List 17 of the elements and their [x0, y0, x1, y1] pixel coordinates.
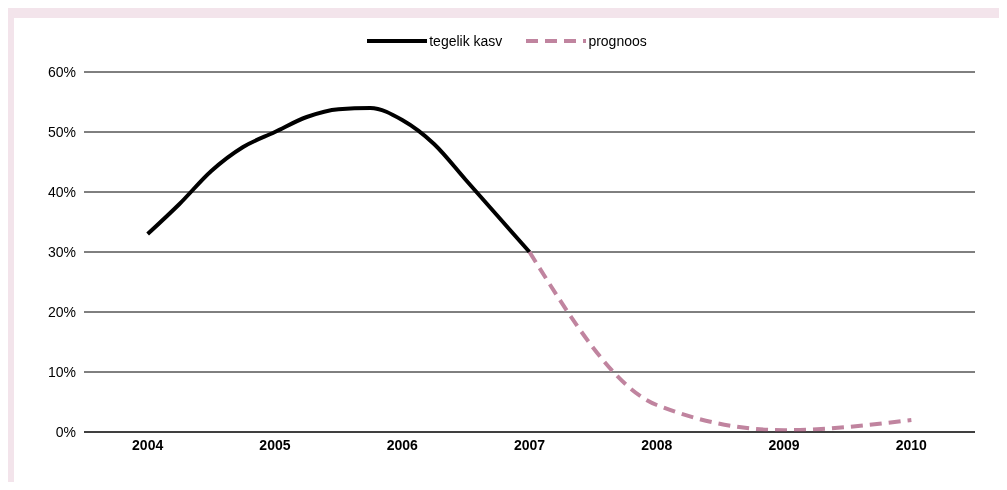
y-tick-label: 50%: [47, 123, 76, 140]
y-tick-label: 30%: [47, 243, 76, 260]
y-tick-label: 60%: [47, 63, 76, 80]
y-tick-label: 10%: [47, 363, 76, 380]
x-tick-label: 2008: [641, 436, 673, 453]
y-tick-label: 0%: [55, 423, 76, 440]
x-tick-label: 2007: [513, 436, 546, 453]
line-series: [527, 250, 914, 432]
y-tick-label: 40%: [47, 183, 76, 200]
legend-label: tegelik kasv: [429, 33, 503, 49]
y-tick-label: 20%: [47, 303, 76, 320]
x-tick-label: 2005: [259, 436, 291, 453]
x-tick-label: 2006: [386, 436, 418, 453]
x-tick-label: 2004: [132, 436, 164, 453]
legend-label: prognoos: [588, 33, 647, 49]
x-tick-label: 2010: [895, 436, 928, 453]
x-tick-label: 2009: [768, 436, 800, 453]
